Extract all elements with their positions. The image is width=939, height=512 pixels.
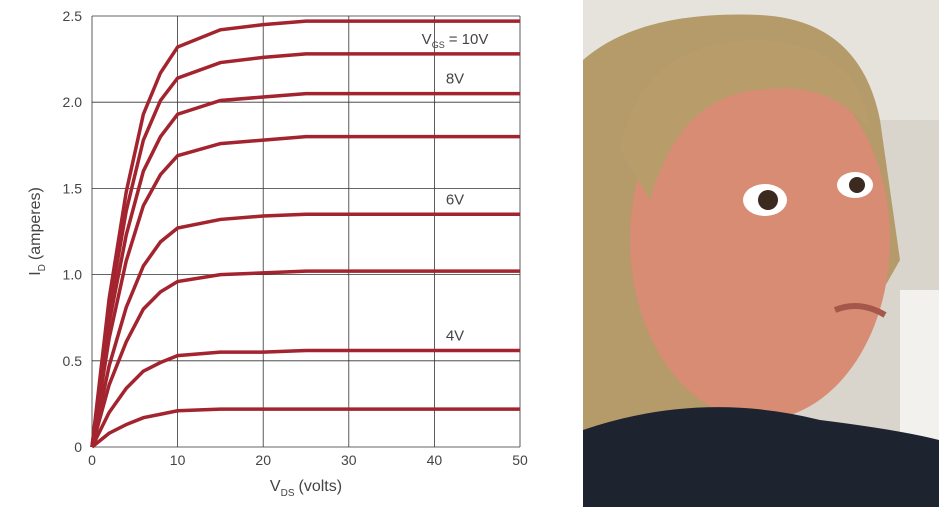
curve bbox=[90, 52, 520, 448]
x-tick-label: 40 bbox=[427, 452, 443, 468]
curve-label-rest: = 10V bbox=[449, 31, 489, 48]
curve bbox=[90, 19, 520, 448]
axis-label-main: I bbox=[27, 271, 44, 275]
y-tick-label: 0 bbox=[74, 439, 82, 455]
curve bbox=[90, 269, 520, 448]
axis-label-main: V bbox=[270, 478, 281, 495]
y-tick-label: 1.5 bbox=[63, 180, 83, 196]
axis-label: VDS (volts) bbox=[270, 478, 342, 499]
curve bbox=[90, 348, 520, 448]
curve-label-main: 6V bbox=[446, 191, 464, 208]
x-tick-label: 50 bbox=[512, 452, 528, 468]
x-tick-label: 20 bbox=[255, 452, 271, 468]
curve-label-main: 4V bbox=[446, 327, 464, 344]
curve bbox=[90, 134, 520, 448]
x-tick-label: 0 bbox=[88, 452, 96, 468]
curve-label-main: 8V bbox=[446, 71, 464, 88]
curve bbox=[90, 407, 520, 449]
y-tick-label: 1.0 bbox=[63, 267, 83, 283]
curve-label: 4V bbox=[446, 327, 464, 344]
curve bbox=[90, 212, 520, 448]
photo bbox=[583, 0, 939, 507]
x-tick-label: 30 bbox=[341, 452, 357, 468]
axis-label-sub: DS bbox=[281, 488, 295, 499]
y-tick-label: 0.5 bbox=[63, 353, 83, 369]
axis-label: ID (amperes) bbox=[27, 187, 48, 276]
curve-label: VGS = 10V bbox=[422, 31, 489, 50]
axis-label-sub: D bbox=[37, 264, 48, 271]
curve-label-sub: GS bbox=[432, 40, 445, 50]
curve-label-main: V bbox=[422, 31, 432, 48]
curve bbox=[90, 91, 520, 448]
x-tick-label: 10 bbox=[170, 452, 186, 468]
y-tick-label: 2.5 bbox=[63, 8, 83, 24]
curve-label: 8V bbox=[446, 71, 464, 88]
curve-label: 6V bbox=[446, 191, 464, 208]
y-tick-label: 2.0 bbox=[63, 94, 83, 110]
axis-label-rest: (amperes) bbox=[27, 187, 44, 260]
axis-label-rest: (volts) bbox=[299, 478, 343, 495]
